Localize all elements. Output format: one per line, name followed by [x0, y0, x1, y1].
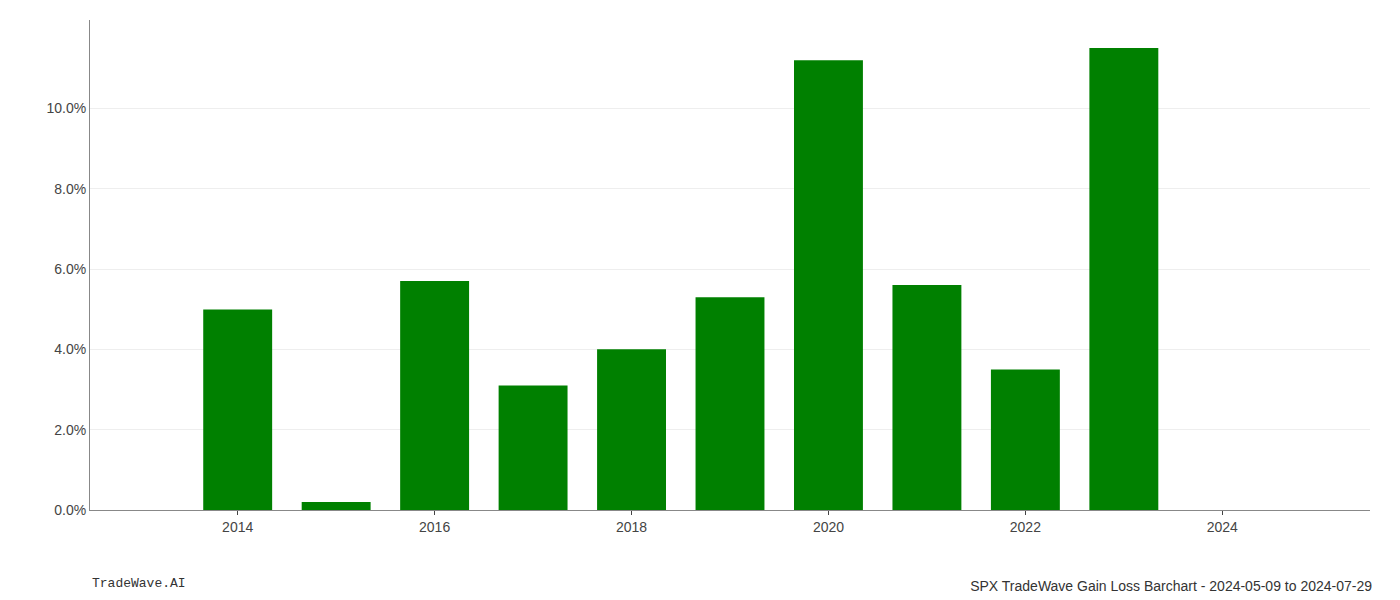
svg-text:2.0%: 2.0%: [54, 422, 86, 438]
svg-text:10.0%: 10.0%: [46, 100, 86, 116]
svg-text:TradeWave.AI: TradeWave.AI: [92, 576, 186, 591]
svg-text:8.0%: 8.0%: [54, 181, 86, 197]
svg-text:4.0%: 4.0%: [54, 341, 86, 357]
svg-text:0.0%: 0.0%: [54, 502, 86, 518]
svg-text:2024: 2024: [1207, 519, 1238, 535]
svg-text:6.0%: 6.0%: [54, 261, 86, 277]
svg-text:2016: 2016: [419, 519, 450, 535]
svg-text:2020: 2020: [813, 519, 844, 535]
svg-text:2022: 2022: [1010, 519, 1041, 535]
svg-text:2014: 2014: [222, 519, 253, 535]
svg-text:2018: 2018: [616, 519, 647, 535]
svg-text:SPX TradeWave Gain Loss Barcha: SPX TradeWave Gain Loss Barchart - 2024-…: [970, 578, 1372, 594]
